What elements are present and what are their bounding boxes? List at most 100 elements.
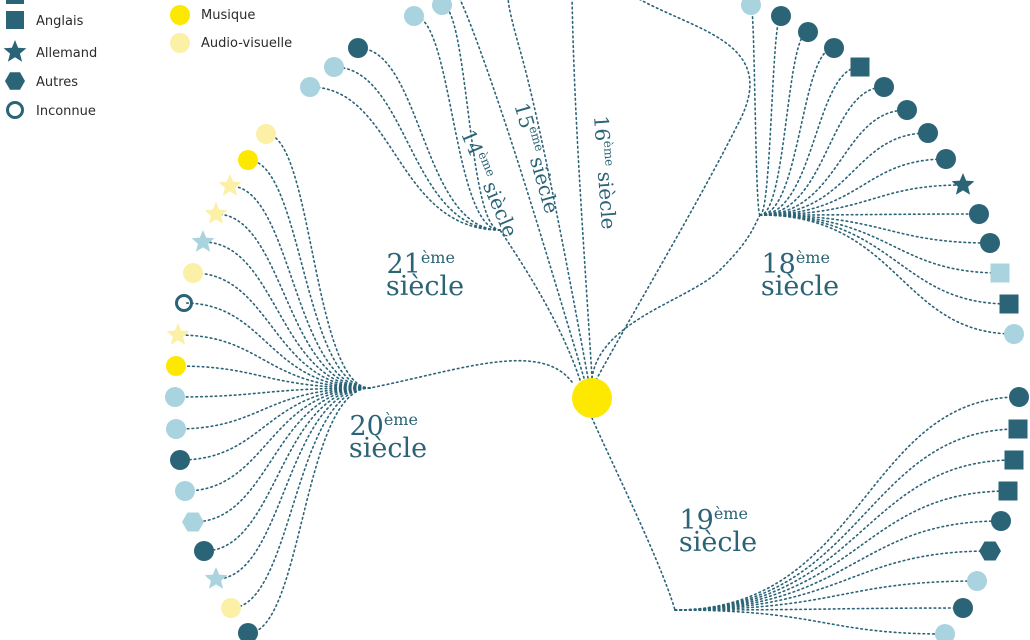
c18-branch-12 — [759, 214, 1001, 274]
century-21-word: siècle — [386, 271, 464, 302]
c20-leaf-star-2 — [218, 174, 242, 196]
c20-leaf-circle-10 — [166, 419, 186, 439]
c20-leaf-hexagon-13 — [182, 512, 204, 532]
c20-leaf-circle-12 — [175, 481, 195, 501]
c21-leaf-circle-2 — [348, 38, 368, 58]
century-20-suffix: ème — [384, 410, 418, 429]
c20-leaf-circle-16 — [221, 598, 241, 618]
c18-branch-5 — [759, 86, 885, 216]
c14-branch — [459, 0, 585, 379]
c21-trunk — [499, 229, 581, 381]
c17-branch — [595, 0, 751, 381]
c20-leaf-circle-0 — [256, 124, 276, 144]
c20-branch-14 — [203, 387, 371, 552]
tree-leaves — [165, 0, 1029, 640]
century-14-suffix: ème — [475, 150, 498, 179]
c16-branch — [571, 0, 593, 379]
century-label-18: 18ème siècle — [761, 239, 839, 302]
c18-branch-3 — [759, 47, 835, 216]
c20-branch-13 — [192, 387, 371, 523]
c20-leaf-star-15 — [204, 567, 228, 589]
c20-branch-1 — [247, 159, 371, 389]
c19-branch-8 — [674, 609, 946, 635]
legend-anglais-label: Anglais — [36, 14, 84, 29]
century-label-16: 16ème siècle — [589, 115, 621, 230]
c20-leaf-star-4 — [191, 230, 215, 252]
ring-icon — [6, 101, 24, 119]
c19-branch-2 — [674, 459, 1015, 611]
c20-leaf-ring-6 — [175, 294, 193, 312]
c18-leaf-circle-1 — [771, 6, 791, 26]
century-label-21: 21ème siècle — [386, 239, 464, 302]
c18-trunk — [591, 214, 761, 379]
c20-branch-15 — [215, 387, 371, 580]
c18-leaf-circle-8 — [936, 149, 956, 169]
c19-leaf-hexagon-5 — [979, 541, 1001, 561]
c18-branch-11 — [759, 214, 991, 244]
c19-branch-4 — [674, 520, 1002, 611]
c19-branch-1 — [674, 428, 1019, 611]
c21-leaf-circle-0 — [404, 6, 424, 26]
century-20-word: siècle — [349, 433, 427, 464]
c19-leaf-circle-4 — [991, 511, 1011, 531]
c18-branch-2 — [759, 31, 809, 216]
c20-branch-0 — [265, 133, 371, 389]
c18-leaf-circle-5 — [874, 77, 894, 97]
c20-leaf-circle-9 — [165, 387, 185, 407]
tree-links — [174, 0, 1020, 635]
century-21-suffix: ème — [421, 248, 455, 267]
legend: Anglais Allemand Autres Inconnue Musique… — [3, 0, 292, 119]
c20-leaf-circle-14 — [194, 541, 214, 561]
c18-leaf-circle-7 — [918, 123, 938, 143]
c18-leaf-square-12 — [990, 263, 1010, 283]
c20-branch-12 — [184, 387, 371, 492]
hexagon-icon — [5, 72, 25, 90]
c18-branch-14 — [759, 214, 1015, 335]
c18-leaf-square-13 — [999, 294, 1019, 314]
c21-leaf-circle-3 — [324, 57, 344, 77]
c20-branch-3 — [215, 213, 371, 389]
star-icon — [3, 40, 27, 62]
c20-branch-11 — [179, 387, 371, 461]
c19-trunk — [591, 417, 676, 611]
c20-branch-10 — [175, 387, 371, 430]
c19-branch-7 — [674, 607, 964, 611]
century-16-word: siècle — [593, 171, 621, 230]
century-18-number: 18 — [761, 249, 795, 280]
c20-leaf-star-7 — [166, 323, 190, 345]
century-21-number: 21 — [386, 249, 420, 280]
c18-branch-13 — [759, 214, 1010, 305]
music-dot-icon — [170, 5, 190, 25]
c18-leaf-circle-2 — [798, 22, 818, 42]
c21-branch-3 — [333, 66, 501, 231]
c18-branch-4 — [759, 66, 861, 216]
legend-autres-label: Autres — [36, 75, 78, 90]
c20-branch-7 — [177, 334, 371, 389]
c20-branch-8 — [175, 365, 371, 389]
c18-branch-10 — [759, 213, 980, 216]
c18-branch-7 — [759, 132, 929, 216]
c21-branch-2 — [357, 47, 501, 231]
legend-inconnue-label: Inconnue — [36, 104, 96, 119]
century-15-suffix: ème — [526, 124, 547, 152]
c20-trunk — [369, 359, 573, 389]
century-19-number: 19 — [679, 505, 713, 536]
c20-leaf-circle-17 — [238, 623, 258, 640]
century-20-number: 20 — [349, 411, 383, 442]
c19-branch-5 — [674, 550, 991, 611]
century-label-14: 14èmesiècle — [456, 126, 523, 240]
c20-branch-5 — [192, 272, 371, 389]
legend-audiovisuelle-label: Audio-visuelle — [201, 36, 292, 51]
century-18-word: siècle — [761, 271, 839, 302]
c20-branch-2 — [229, 185, 371, 389]
square-icon — [6, 11, 24, 29]
c20-leaf-circle-11 — [170, 450, 190, 470]
c18-branch-1 — [759, 15, 782, 216]
century-15-word: siècle — [525, 154, 564, 216]
c20-leaf-star-3 — [204, 202, 228, 224]
c18-branch-0 — [750, 4, 761, 216]
c18-branch-6 — [759, 109, 908, 216]
c15-branch — [507, 0, 589, 379]
legend-cutoff-marker — [6, 0, 24, 4]
c20-leaf-circle-8 — [166, 356, 186, 376]
